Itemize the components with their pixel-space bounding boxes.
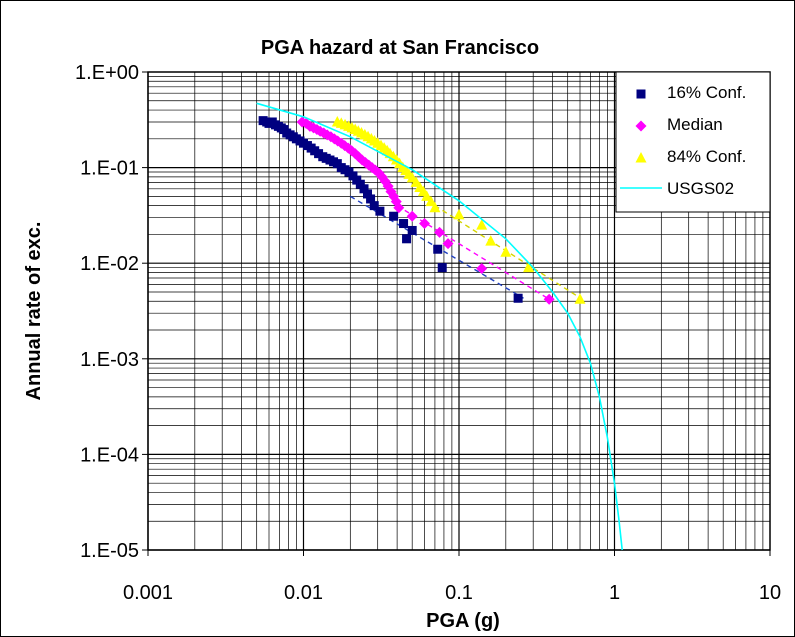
data-point <box>421 190 433 201</box>
y-axis-title: Annual rate of exc. <box>23 222 45 401</box>
x-tick-label: 0.01 <box>284 582 323 604</box>
data-point <box>425 195 437 207</box>
data-point <box>406 210 418 222</box>
data-point <box>393 202 405 214</box>
x-tick-label: 0.1 <box>445 582 473 604</box>
y-tick-label: 1.E-02 <box>80 253 139 275</box>
legend-label: Median <box>667 115 723 134</box>
tick-labels: 0.001 0.01 0.1 1 10 1.E-05 1.E-04 1.E-03 1.E-02 1… <box>75 62 781 604</box>
series-median <box>296 116 555 305</box>
data-point <box>359 184 369 194</box>
data-point <box>429 201 441 213</box>
legend-label: 16% Conf. <box>667 83 746 102</box>
legend: 16% Conf. Median 84% Conf. USGS02 <box>615 71 771 213</box>
y-tick-label: 1.E-05 <box>80 540 139 562</box>
data-point <box>355 179 365 189</box>
data-point <box>543 293 555 305</box>
x-tick-label: 1 <box>609 582 620 604</box>
data-point <box>437 263 447 273</box>
legend-marker <box>636 89 646 99</box>
series-layer <box>256 102 623 551</box>
y-tick-label: 1.E-04 <box>80 444 139 466</box>
series-usgs02 <box>256 102 623 551</box>
data-point <box>375 206 385 216</box>
y-tick-label: 1.E+00 <box>75 62 139 84</box>
trend-line <box>434 205 583 300</box>
data-point <box>476 219 488 230</box>
data-point <box>476 263 488 275</box>
y-tick-label: 1.E-03 <box>80 349 139 371</box>
legend-marker <box>635 120 647 132</box>
x-tick-label: 10 <box>759 582 781 604</box>
data-point <box>366 194 376 204</box>
data-point <box>407 225 417 235</box>
data-point <box>485 235 497 246</box>
data-point <box>453 208 465 220</box>
data-point <box>442 238 454 250</box>
data-point <box>419 218 431 230</box>
data-point <box>434 226 446 238</box>
legend-label: USGS02 <box>667 179 734 198</box>
x-axis-title: PGA (g) <box>426 610 500 632</box>
data-point <box>399 219 409 229</box>
data-point <box>369 201 379 211</box>
series-16-conf- <box>258 116 524 303</box>
legend-label: 84% Conf. <box>667 147 746 166</box>
data-point <box>433 244 443 254</box>
data-point <box>500 246 512 257</box>
data-point <box>574 293 586 304</box>
data-point <box>513 293 523 303</box>
legend-marker <box>635 152 647 163</box>
x-tick-label: 0.001 <box>123 582 173 604</box>
usgs02-curve <box>256 102 623 551</box>
series-84-conf- <box>331 115 586 304</box>
data-point <box>363 189 373 199</box>
data-point <box>402 234 412 244</box>
data-point <box>523 261 535 273</box>
chart-title: PGA hazard at San Francisco <box>261 37 539 59</box>
data-point <box>389 211 399 221</box>
y-tick-label: 1.E-01 <box>80 158 139 180</box>
